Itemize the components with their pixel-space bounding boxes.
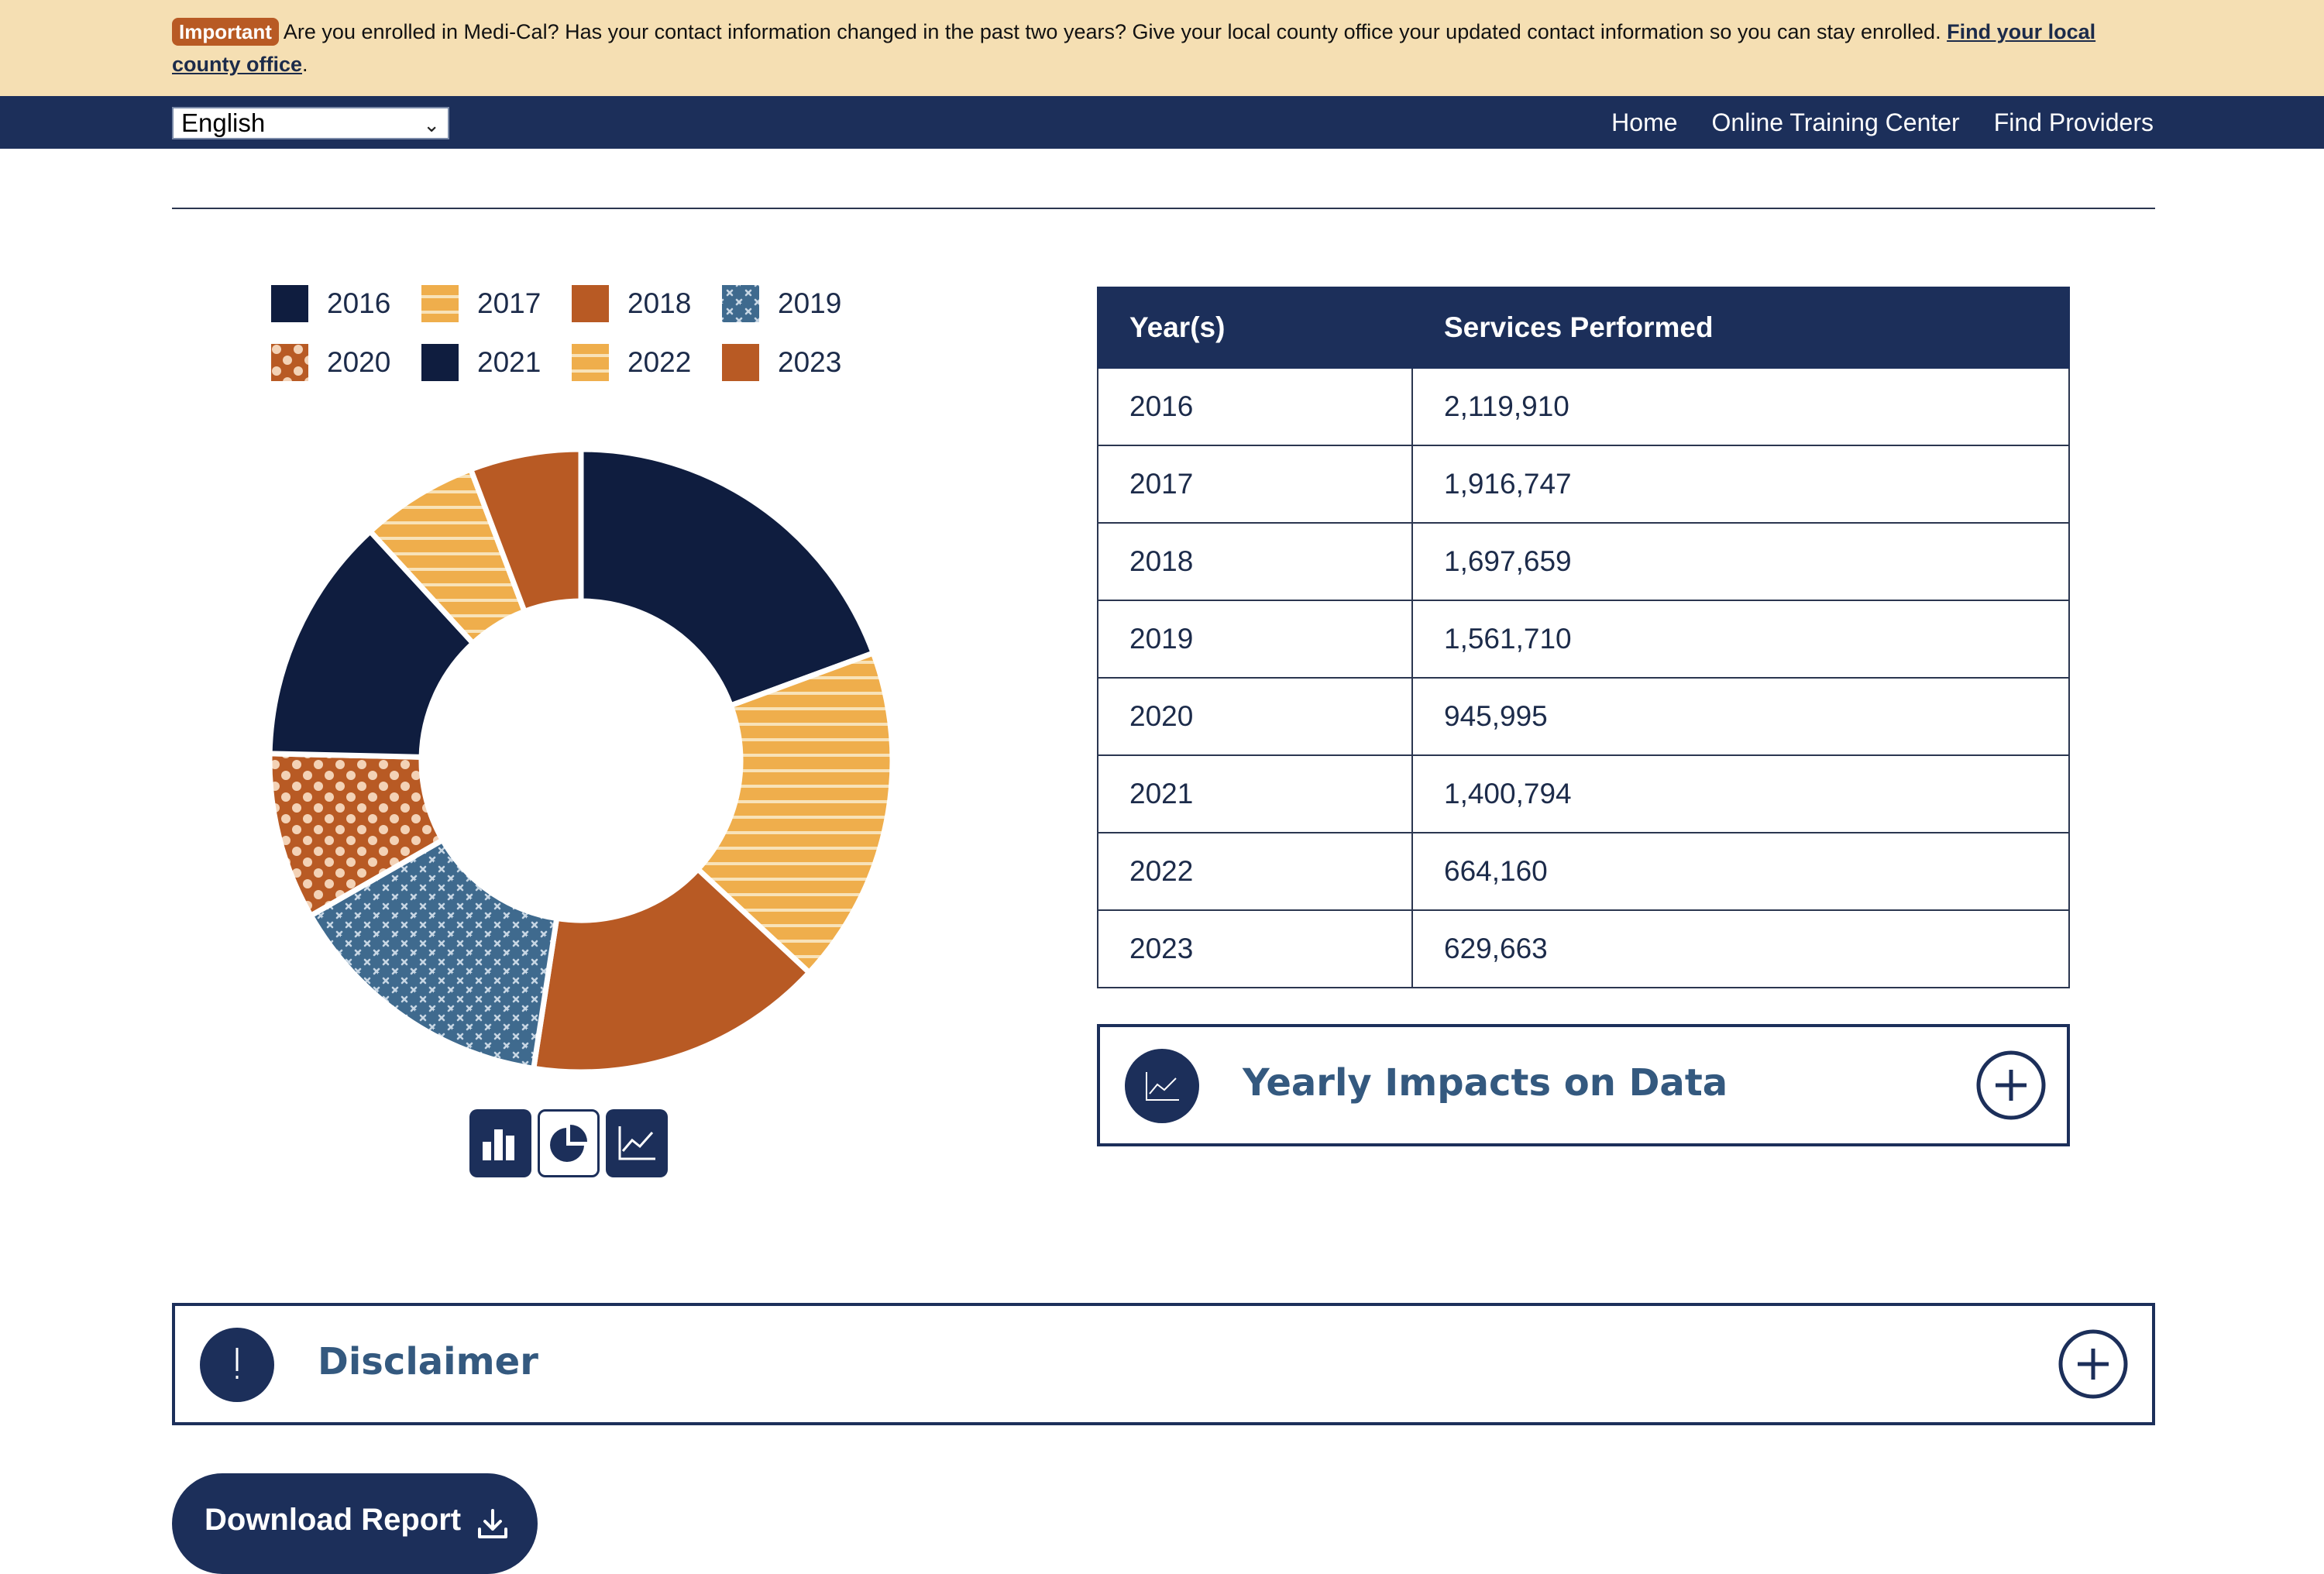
donut-slice-2016[interactable] xyxy=(578,446,877,710)
services-cell: 1,697,659 xyxy=(1411,522,2070,601)
chevron-down-icon: ⌄ xyxy=(423,113,440,136)
legend-item-2020[interactable]: 2020 xyxy=(271,344,421,381)
legend-label: 2019 xyxy=(778,287,842,319)
legend-swatch xyxy=(271,344,308,381)
column-header-year: Year(s) xyxy=(1097,287,1413,369)
bar-chart-button[interactable] xyxy=(469,1109,531,1177)
exclamation-icon xyxy=(235,1348,239,1379)
disclaimer-accordion[interactable]: Disclaimer xyxy=(172,1303,2155,1425)
section-divider xyxy=(172,208,2155,209)
chart-type-toggle xyxy=(469,1109,668,1177)
table-row: 2016 2,119,910 xyxy=(1097,367,2070,446)
legend-swatch xyxy=(572,344,609,381)
legend-item-2017[interactable]: 2017 xyxy=(421,285,572,322)
bar-chart-icon xyxy=(483,1129,514,1160)
legend-label: 2018 xyxy=(627,287,692,319)
legend-label: 2022 xyxy=(627,346,692,378)
services-cell: 1,561,710 xyxy=(1411,600,2070,679)
donut-slice-2023[interactable] xyxy=(467,446,584,615)
chart-legend: 2016 2017 2018 2019 2020 2021 2022 2023 xyxy=(271,285,891,381)
year-cell: 2018 xyxy=(1097,522,1413,601)
line-chart-icon xyxy=(618,1126,655,1160)
download-icon xyxy=(478,1509,507,1538)
legend-item-2016[interactable]: 2016 xyxy=(271,285,421,322)
legend-swatch xyxy=(421,285,459,322)
table-row: 2020 945,995 xyxy=(1097,677,2070,756)
legend-swatch xyxy=(421,344,459,381)
year-cell: 2019 xyxy=(1097,600,1413,679)
yearly-impacts-icon-circle xyxy=(1125,1049,1199,1123)
pie-chart-button[interactable] xyxy=(538,1109,600,1177)
yearly-impacts-title: Yearly Impacts on Data xyxy=(1243,1061,1728,1105)
legend-label: 2021 xyxy=(477,346,541,378)
table-row: 2021 1,400,794 xyxy=(1097,754,2070,833)
donut-chart xyxy=(266,446,896,1075)
plus-icon[interactable] xyxy=(1975,1050,2047,1121)
nav-links: Home Online Training Center Find Provide… xyxy=(1611,96,2154,149)
language-select[interactable]: English ⌄ xyxy=(172,107,449,139)
services-cell: 1,916,747 xyxy=(1411,445,2070,524)
legend-label: 2017 xyxy=(477,287,541,319)
county-office-link[interactable]: Find your local county office xyxy=(172,20,2096,76)
legend-item-2021[interactable]: 2021 xyxy=(421,344,572,381)
table-row: 2022 664,160 xyxy=(1097,832,2070,911)
legend-label: 2023 xyxy=(778,346,842,378)
disclaimer-icon-circle xyxy=(200,1328,274,1402)
alert-banner: Important Are you enrolled in Medi-Cal? … xyxy=(0,0,2324,96)
table-row: 2018 1,697,659 xyxy=(1097,522,2070,601)
nav-link-home[interactable]: Home xyxy=(1611,108,1678,136)
nav-link-training-center[interactable]: Online Training Center xyxy=(1711,108,1960,136)
donut-slice-2021[interactable] xyxy=(266,528,477,760)
year-cell: 2020 xyxy=(1097,677,1413,756)
year-cell: 2016 xyxy=(1097,367,1413,446)
donut-slice-2018[interactable] xyxy=(530,865,813,1075)
line-chart-button[interactable] xyxy=(606,1109,668,1177)
services-cell: 945,995 xyxy=(1411,677,2070,756)
plus-icon[interactable] xyxy=(2058,1328,2129,1400)
legend-item-2019[interactable]: 2019 xyxy=(722,285,872,322)
table-header-row: Year(s) Services Performed xyxy=(1097,287,2070,369)
column-header-services: Services Performed xyxy=(1411,287,2070,369)
line-chart-icon xyxy=(1146,1072,1179,1101)
year-cell: 2021 xyxy=(1097,754,1413,833)
legend-item-2022[interactable]: 2022 xyxy=(572,344,722,381)
nav-link-find-providers[interactable]: Find Providers xyxy=(1993,108,2154,136)
services-cell: 629,663 xyxy=(1411,909,2070,988)
year-cell: 2017 xyxy=(1097,445,1413,524)
download-report-label: Download Report xyxy=(205,1503,462,1537)
year-cell: 2023 xyxy=(1097,909,1413,988)
services-cell: 2,119,910 xyxy=(1411,367,2070,446)
legend-swatch xyxy=(271,285,308,322)
legend-item-2018[interactable]: 2018 xyxy=(572,285,722,322)
download-report-button[interactable]: Download Report xyxy=(172,1473,538,1574)
language-value: English xyxy=(181,108,266,137)
year-cell: 2022 xyxy=(1097,832,1413,911)
disclaimer-title: Disclaimer xyxy=(318,1340,538,1383)
services-table: Year(s) Services Performed 2016 2,119,910… xyxy=(1097,287,2070,988)
table-row: 2019 1,561,710 xyxy=(1097,600,2070,679)
legend-item-2023[interactable]: 2023 xyxy=(722,344,872,381)
alert-suffix: . xyxy=(302,53,308,76)
legend-label: 2020 xyxy=(327,346,391,378)
legend-swatch xyxy=(722,344,759,381)
legend-swatch xyxy=(722,285,759,322)
donut-slice-2019[interactable] xyxy=(307,836,560,1072)
donut-slice-2017[interactable] xyxy=(694,649,896,977)
services-cell: 1,400,794 xyxy=(1411,754,2070,833)
legend-swatch xyxy=(572,285,609,322)
yearly-impacts-accordion[interactable]: Yearly Impacts on Data xyxy=(1097,1024,2070,1146)
pie-chart-icon xyxy=(550,1125,587,1162)
table-row: 2023 629,663 xyxy=(1097,909,2070,988)
alert-message: Are you enrolled in Medi-Cal? Has your c… xyxy=(283,20,1941,43)
legend-label: 2016 xyxy=(327,287,391,319)
top-navbar: English ⌄ Home Online Training Center Fi… xyxy=(0,96,2324,149)
table-row: 2017 1,916,747 xyxy=(1097,445,2070,524)
important-badge: Important xyxy=(172,18,279,46)
table-body: 2016 2,119,910 2017 1,916,747 2018 1,697,659 2… xyxy=(1097,367,2070,988)
services-cell: 664,160 xyxy=(1411,832,2070,911)
